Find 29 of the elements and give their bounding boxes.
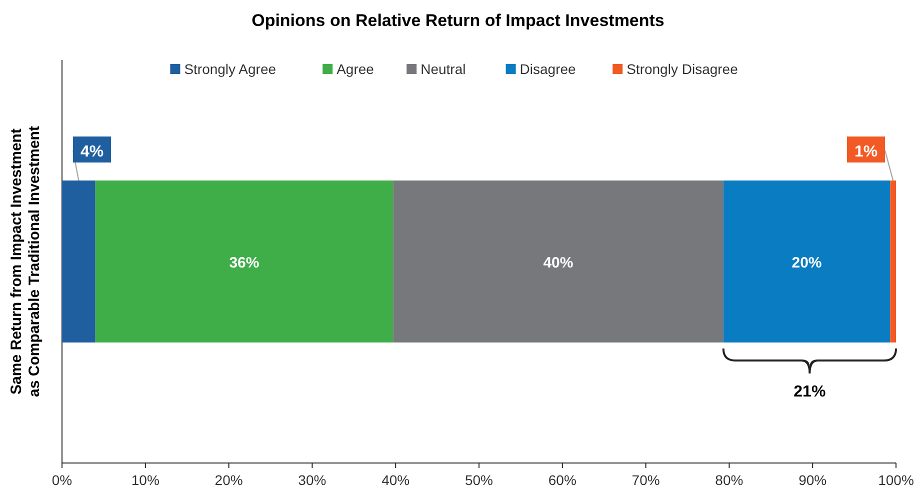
y-tick-label: Same Return from Impact Investment as Comparable Traditional Investment: [8, 126, 43, 397]
bar: [890, 180, 896, 342]
data-label: 40%: [543, 254, 574, 272]
data-label: 36%: [229, 254, 260, 272]
chart-title: Opinions on Relative Return of Impact Investments: [252, 11, 664, 30]
bar: [723, 180, 890, 342]
x-tick-label: 0%: [52, 472, 72, 488]
bar: [62, 180, 96, 342]
annotation: 21%: [794, 384, 826, 400]
data-label: 4%: [80, 144, 104, 160]
x-tick-label: 70%: [632, 472, 660, 488]
x-tick-label: 30%: [298, 472, 326, 488]
x-tick-label: 40%: [382, 472, 410, 488]
x-tick-label: 80%: [715, 472, 744, 488]
legend-label: Agree: [336, 61, 374, 77]
legend-label: Disagree: [520, 61, 576, 77]
bar: [95, 180, 394, 342]
x-tick-label: 100%: [878, 472, 914, 488]
x-tick-label: 90%: [798, 472, 827, 488]
x-tick-label: 50%: [464, 472, 494, 488]
data-label: 1%: [854, 144, 878, 160]
data-label: 20%: [792, 254, 822, 272]
bar: [393, 180, 724, 342]
legend-label: Neutral: [420, 61, 466, 77]
x-tick-label: 10%: [131, 472, 160, 488]
legend-label: Strongly Agree: [184, 61, 276, 77]
x-tick-label: 60%: [548, 472, 576, 488]
legend-label: Strongly Disagree: [626, 61, 738, 77]
x-tick-label: 20%: [214, 472, 243, 488]
